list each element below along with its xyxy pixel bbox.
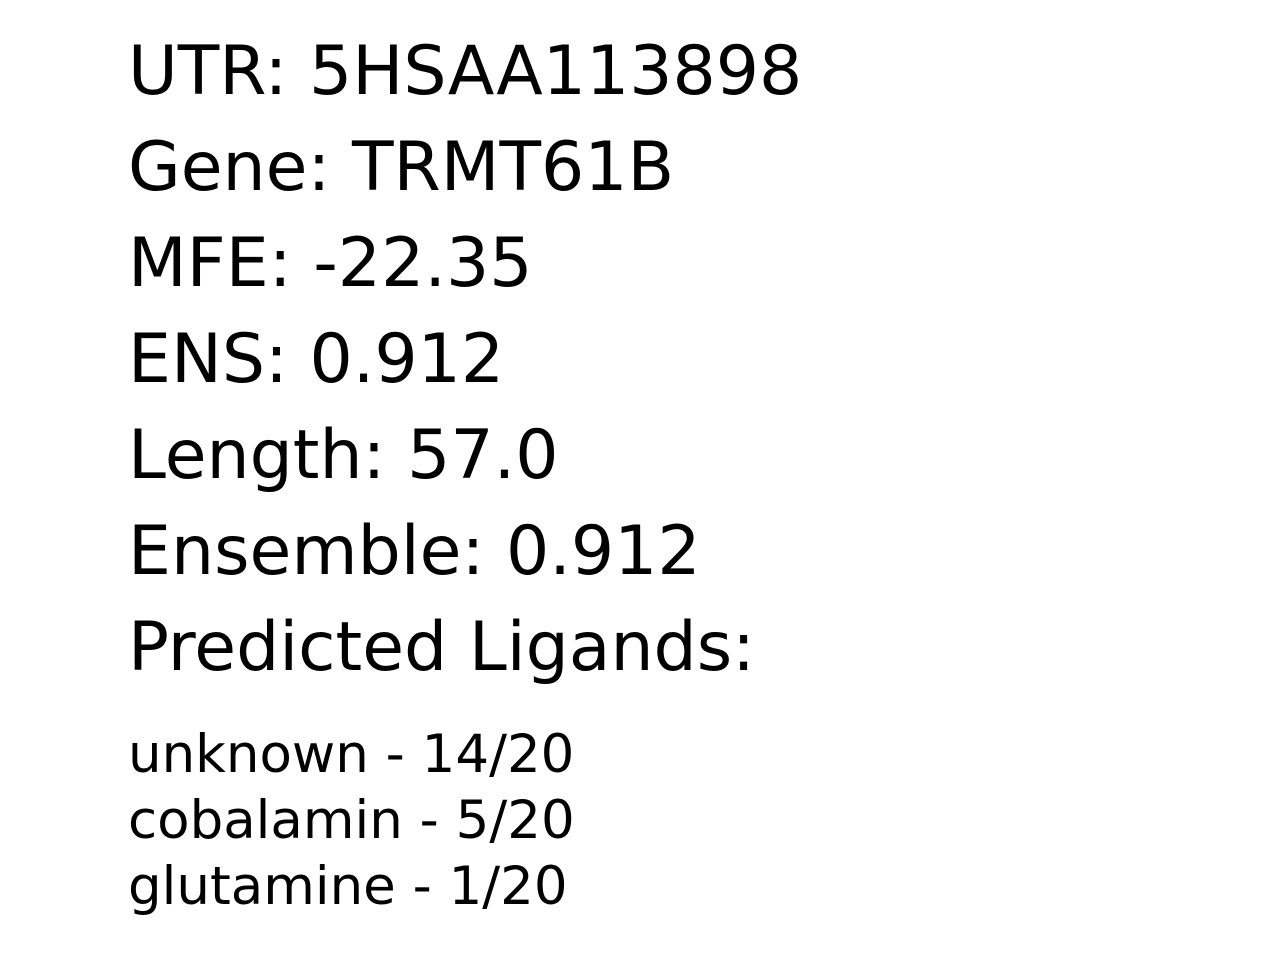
ligand-item: unknown - 14/20: [128, 724, 575, 785]
ens-value: ENS: 0.912: [128, 320, 505, 399]
ligand-item: cobalamin - 5/20: [128, 790, 575, 851]
ligand-item: glutamine - 1/20: [128, 856, 568, 917]
gene-name: Gene: TRMT61B: [128, 128, 675, 207]
mfe-value: MFE: -22.35: [128, 224, 533, 303]
ensemble-value: Ensemble: 0.912: [128, 512, 701, 591]
utr-info-panel: UTR: 5HSAA113898 Gene: TRMT61B MFE: -22.…: [128, 0, 1228, 960]
length-value: Length: 57.0: [128, 416, 559, 495]
ligands-heading: Predicted Ligands:: [128, 608, 756, 687]
ligand-list: unknown - 14/20 cobalamin - 5/20 glutami…: [128, 722, 575, 920]
utr-id: UTR: 5HSAA113898: [128, 32, 803, 111]
